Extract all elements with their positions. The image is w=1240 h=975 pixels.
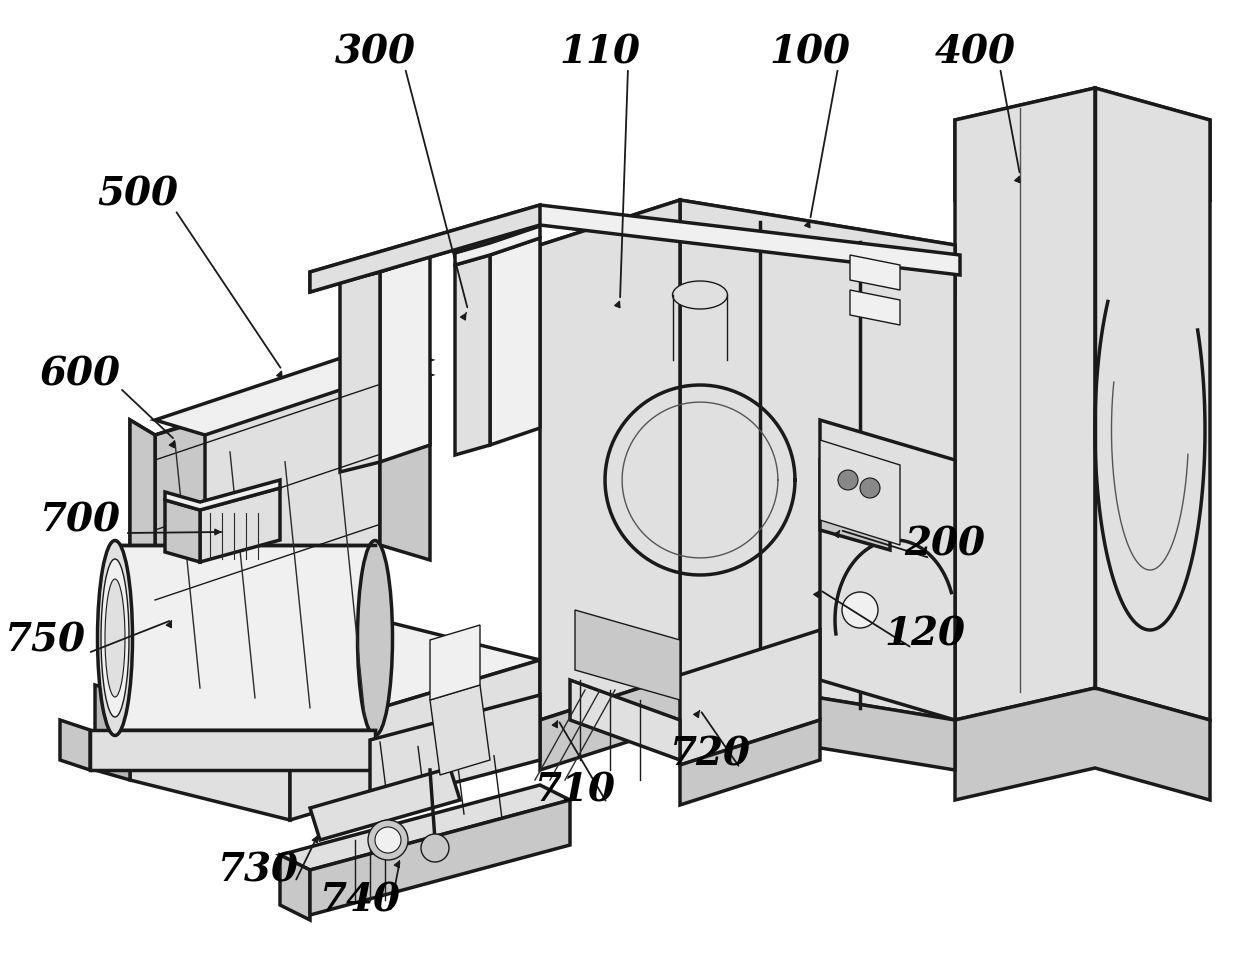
Circle shape [861, 478, 880, 498]
Polygon shape [955, 88, 1095, 720]
Polygon shape [130, 420, 155, 710]
Polygon shape [155, 375, 430, 450]
Polygon shape [200, 488, 280, 562]
Polygon shape [849, 255, 900, 290]
Polygon shape [490, 238, 539, 445]
Polygon shape [680, 720, 820, 805]
Text: 110: 110 [559, 33, 641, 71]
Circle shape [422, 834, 449, 862]
Polygon shape [849, 290, 900, 325]
Text: 300: 300 [335, 33, 415, 71]
Polygon shape [455, 226, 539, 265]
Circle shape [842, 592, 878, 628]
Polygon shape [155, 345, 430, 435]
Polygon shape [91, 730, 374, 770]
Text: 740: 740 [320, 881, 401, 919]
Text: 730: 730 [217, 851, 299, 889]
Polygon shape [539, 675, 955, 770]
Circle shape [368, 820, 408, 860]
Polygon shape [130, 420, 155, 710]
Polygon shape [340, 243, 430, 282]
Circle shape [842, 482, 878, 518]
Polygon shape [379, 360, 430, 560]
Polygon shape [575, 610, 680, 700]
Text: 750: 750 [5, 621, 86, 659]
Polygon shape [430, 685, 490, 775]
Circle shape [838, 470, 858, 490]
Polygon shape [370, 695, 539, 805]
Polygon shape [165, 480, 280, 510]
Polygon shape [430, 625, 480, 700]
Polygon shape [310, 768, 460, 840]
Polygon shape [340, 272, 379, 472]
Polygon shape [280, 785, 570, 870]
Ellipse shape [100, 559, 129, 717]
Polygon shape [115, 545, 374, 730]
Text: 600: 600 [40, 356, 120, 394]
Polygon shape [130, 695, 290, 820]
Polygon shape [455, 255, 490, 455]
Polygon shape [155, 360, 430, 450]
Text: 710: 710 [534, 771, 615, 809]
Polygon shape [130, 620, 539, 735]
Polygon shape [290, 660, 539, 820]
Ellipse shape [357, 540, 393, 735]
Polygon shape [680, 200, 955, 720]
Polygon shape [155, 375, 379, 695]
Polygon shape [379, 255, 430, 462]
Polygon shape [539, 200, 955, 295]
Text: 400: 400 [935, 33, 1016, 71]
Polygon shape [310, 205, 539, 292]
Polygon shape [165, 500, 200, 562]
Polygon shape [1095, 88, 1210, 720]
Text: 700: 700 [40, 501, 120, 539]
Ellipse shape [105, 579, 125, 697]
Text: 200: 200 [904, 526, 986, 564]
Ellipse shape [98, 540, 133, 735]
Polygon shape [280, 855, 310, 920]
Circle shape [374, 827, 401, 853]
Text: 120: 120 [884, 616, 966, 654]
Ellipse shape [672, 281, 728, 309]
Polygon shape [570, 680, 680, 760]
Polygon shape [820, 420, 955, 720]
Polygon shape [680, 630, 820, 765]
Text: 100: 100 [770, 33, 851, 71]
Text: 720: 720 [670, 736, 750, 774]
Polygon shape [60, 720, 91, 770]
Polygon shape [539, 200, 680, 720]
Polygon shape [310, 800, 570, 915]
Polygon shape [820, 440, 900, 545]
Text: 500: 500 [98, 176, 179, 214]
Polygon shape [955, 88, 1210, 200]
Polygon shape [310, 205, 960, 292]
Polygon shape [820, 460, 890, 550]
Polygon shape [155, 420, 205, 710]
Polygon shape [95, 685, 130, 780]
Polygon shape [955, 688, 1210, 800]
